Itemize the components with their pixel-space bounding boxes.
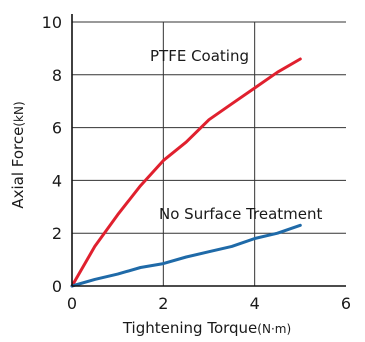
x-tick-label-0: 0 (67, 294, 77, 313)
y-tick-label-8: 8 (52, 66, 62, 85)
no-surface-treatment-label: No Surface Treatment (159, 205, 323, 223)
x-axis-unit: (N·m) (257, 322, 291, 336)
axes (71, 14, 346, 287)
y-tick-labels: 0 2 4 6 8 10 (42, 13, 62, 296)
x-tick-label-6: 6 (341, 294, 351, 313)
y-axis-title: Axial Force(kN) (9, 101, 27, 208)
y-axis-unit: (kN) (12, 101, 26, 126)
grid-lines (72, 21, 346, 286)
y-axis-label: Axial Force (9, 127, 27, 209)
y-tick-label-4: 4 (52, 171, 62, 190)
series-lines (70, 57, 302, 288)
ptfe-coating-line (70, 57, 302, 288)
no-surface-treatment-line (70, 223, 302, 288)
y-tick-label-2: 2 (52, 224, 62, 243)
x-tick-label-2: 2 (158, 294, 168, 313)
x-axis-title: Tightening Torque(N·m) (122, 319, 291, 337)
ptfe-coating-label: PTFE Coating (150, 47, 249, 65)
y-tick-label-0: 0 (52, 277, 62, 296)
y-tick-label-10: 10 (42, 13, 62, 32)
x-axis-label: Tightening Torque (122, 319, 257, 337)
x-tick-labels: 0 2 4 6 (67, 294, 351, 313)
y-tick-label-6: 6 (52, 119, 62, 138)
x-tick-label-4: 4 (250, 294, 260, 313)
